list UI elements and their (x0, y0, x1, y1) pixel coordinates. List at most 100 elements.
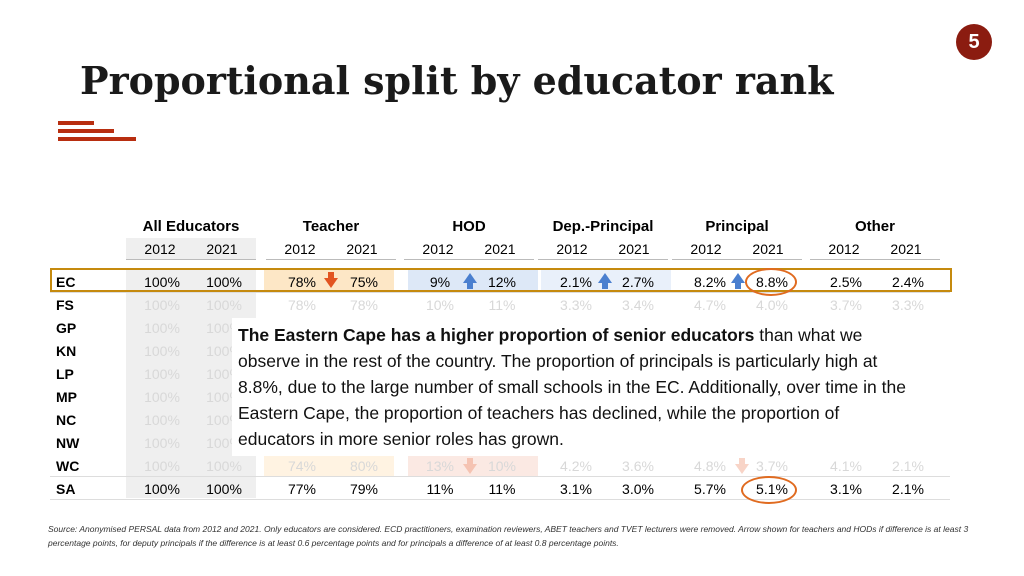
years-hod: 2012 2021 (404, 238, 534, 260)
callout-rest: than what we observe in the rest of the … (238, 325, 906, 449)
page-title: Proportional split by educator rank (80, 58, 834, 103)
table-cell: 100% (144, 366, 180, 382)
table-cell: 78% (287, 297, 317, 313)
year-underline (810, 259, 940, 260)
arrow-up-icon (731, 273, 745, 283)
table-cell: 10% (425, 297, 455, 313)
table-cell: 3.6% (622, 458, 654, 474)
table-cell: 12% (487, 274, 517, 290)
row-divider (50, 292, 950, 293)
years-other: 2012 2021 (810, 238, 940, 260)
years-dep-principal: 2012 2021 (538, 238, 668, 260)
table-cell: 100% (206, 274, 242, 290)
table-cell: 3.4% (622, 297, 654, 313)
arrow-down-icon (328, 272, 334, 278)
table-cell: 100% (144, 412, 180, 428)
table-cell: 79% (349, 481, 379, 497)
year-2021: 2021 (752, 241, 784, 257)
table-cell: 100% (144, 320, 180, 336)
table-cell: 100% (144, 389, 180, 405)
group-teacher: Teacher (302, 218, 360, 235)
slide-number-badge: 5 (956, 24, 992, 60)
table-cell: 3.1% (560, 481, 592, 497)
table-cell: 74% (287, 458, 317, 474)
row-label: GP (56, 320, 77, 336)
table-cell: 4.8% (694, 458, 726, 474)
year-2021: 2021 (890, 241, 922, 257)
table-cell: 5.7% (694, 481, 726, 497)
table-cell: 2.5% (830, 274, 862, 290)
table-cell: 3.3% (560, 297, 592, 313)
table-cell: 2.7% (622, 274, 654, 290)
year-header-row: 2012 2021 2012 2021 2012 2021 2012 2021 … (0, 238, 1024, 260)
row-label: EC (56, 274, 76, 290)
row-label: FS (56, 297, 74, 313)
years-principal: 2012 2021 (672, 238, 802, 260)
row-label: NC (56, 412, 77, 428)
arrow-up-icon (463, 273, 477, 283)
highlight-circle-ec-principal (745, 268, 797, 296)
source-note: Source: Anonymised PERSAL data from 2012… (48, 524, 969, 548)
arrow-up-icon (735, 283, 741, 289)
row-label: KN (56, 343, 77, 359)
table-cell: 100% (144, 481, 180, 497)
arrow-down-icon (735, 464, 749, 474)
row-divider (50, 476, 950, 477)
table-cell: 3.7% (830, 297, 862, 313)
table-cell: 100% (144, 458, 180, 474)
row-label: SA (56, 481, 76, 497)
table-cell: 2.4% (892, 274, 924, 290)
year-2021: 2021 (206, 241, 238, 257)
table-row: EC 100% 100% 78% 75% 9% 12% 2.1% 2.7% 8.2% 8.8% 2.5… (50, 270, 950, 293)
year-2012: 2012 (690, 241, 722, 257)
arrow-down-icon (324, 278, 338, 288)
group-other: Other (854, 218, 895, 235)
table-cell: 9% (429, 274, 451, 290)
table-cell: 4.2% (560, 458, 592, 474)
table-cell: 78% (287, 274, 317, 290)
year-2012: 2012 (144, 241, 176, 257)
decorative-line-2 (58, 129, 114, 133)
years-teacher: 2012 2021 (266, 238, 396, 260)
table-cell: 2.1% (892, 458, 924, 474)
year-2021: 2021 (618, 241, 650, 257)
arrow-up-icon (467, 283, 473, 289)
table-cell: 100% (206, 297, 242, 313)
decorative-line-3 (58, 137, 136, 141)
table-cell: 2.1% (892, 481, 924, 497)
table-cell: 80% (349, 458, 379, 474)
table-cell: 3.7% (756, 458, 788, 474)
year-underline (126, 259, 256, 260)
table-cell: 78% (349, 297, 379, 313)
table-cell: 100% (144, 274, 180, 290)
table-cell: 8.2% (694, 274, 726, 290)
table-cell: 4.7% (694, 297, 726, 313)
year-underline (672, 259, 802, 260)
table-cell: 4.0% (756, 297, 788, 313)
year-underline (266, 259, 396, 260)
arrow-up-icon (598, 273, 612, 283)
year-2012: 2012 (556, 241, 588, 257)
arrow-up-icon (602, 283, 608, 289)
group-principal: Principal (705, 218, 769, 235)
table-cell: 11% (488, 297, 516, 313)
year-2021: 2021 (484, 241, 516, 257)
table-cell: 100% (144, 435, 180, 451)
table-cell: 75% (349, 274, 379, 290)
highlight-circle-sa-principal (741, 476, 797, 504)
table-cell: 11% (426, 481, 454, 497)
year-2012: 2012 (828, 241, 860, 257)
row-label: MP (56, 389, 77, 405)
table-cell: 3.0% (622, 481, 654, 497)
table-row: SA 100% 100% 77% 79% 11% 11% 3.1% 3.0% 5.7% 5.1% 3.… (50, 477, 950, 500)
group-all-educators: All Educators (142, 218, 240, 235)
table-cell: 2.1% (560, 274, 592, 290)
table-cell: 4.1% (830, 458, 862, 474)
year-2012: 2012 (284, 241, 316, 257)
hod-shade-lower (408, 456, 538, 476)
table-cell: 100% (144, 343, 180, 359)
table-cell: 13% (425, 458, 455, 474)
table-cell: 3.1% (830, 481, 862, 497)
year-underline (538, 259, 668, 260)
years-all-educators: 2012 2021 (126, 238, 256, 260)
